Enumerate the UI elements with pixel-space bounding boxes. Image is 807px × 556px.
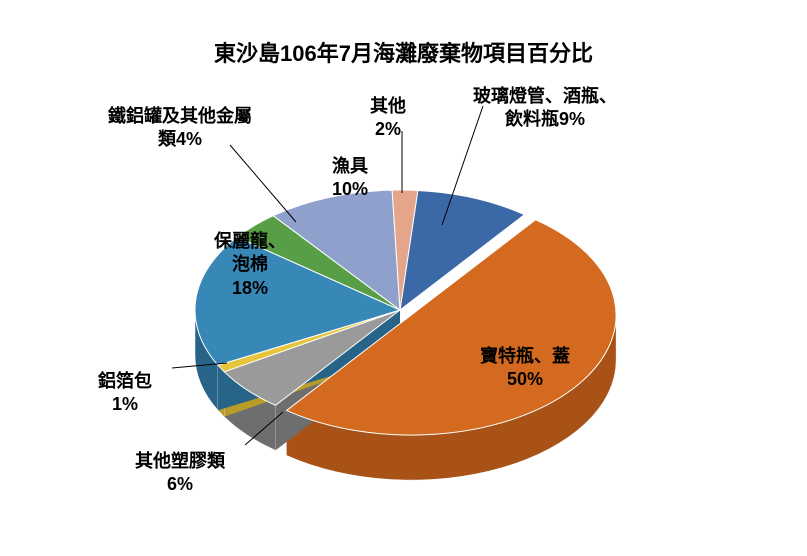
pie-chart-svg xyxy=(0,0,807,556)
slice-label: 鋁箔包 1% xyxy=(98,370,152,417)
slice-label: 漁具 10% xyxy=(332,155,368,202)
slice-label: 保麗龍、 泡棉 18% xyxy=(214,230,286,300)
slice-label: 其他塑膠類 6% xyxy=(135,450,225,497)
pie-chart-container: 東沙島106年7月海灘廢棄物項目百分比 玻璃燈管、酒瓶、 飲料瓶9%寶特瓶、蓋 … xyxy=(0,0,807,556)
slice-label: 鐵鋁罐及其他金屬 類4% xyxy=(108,105,252,152)
slice-label: 玻璃燈管、酒瓶、 飲料瓶9% xyxy=(473,85,617,132)
slice-label: 寶特瓶、蓋 50% xyxy=(480,345,570,392)
slice-label: 其他 2% xyxy=(370,95,406,142)
